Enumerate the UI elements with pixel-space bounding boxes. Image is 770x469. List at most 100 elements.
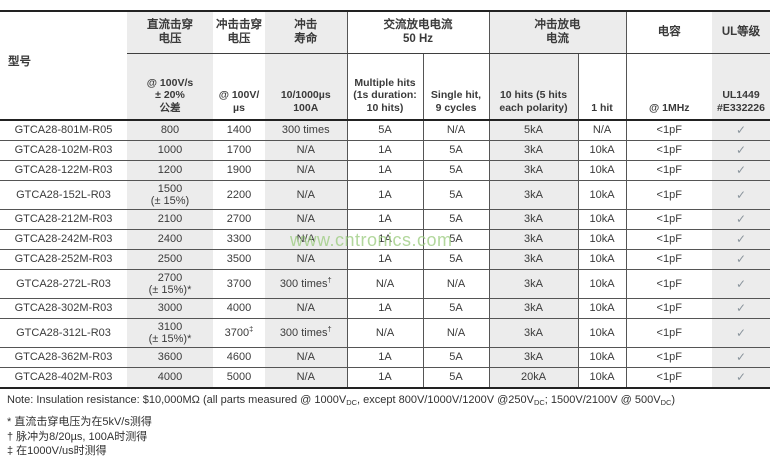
table-cell: 3700 [213, 269, 265, 299]
table-cell: N/A [265, 347, 347, 368]
sub-header: @ 100V/µs [213, 53, 265, 121]
table-cell: N/A [422, 120, 489, 141]
table-cell: 2700 (± 15%)* [127, 269, 213, 299]
table-row: GTCA28-302M-R03 3000 4000 N/A 1A 5A 3kA 10kA <1p… [0, 298, 770, 319]
table-cell: 10kA [577, 298, 626, 319]
table-cell: 5A [422, 140, 489, 161]
note-text: Note: Insulation resistance: $10,000MΩ (… [7, 394, 347, 406]
table-cell: 2500 [127, 249, 213, 270]
footnote-line: ‡ 在1000V/us时测得 [7, 445, 107, 457]
table-cell: <1pF [625, 249, 712, 270]
sub-header: 10/1000µs 100A [265, 53, 347, 121]
table-cell: N/A [265, 140, 347, 161]
model-cell: GTCA28-122M-R03 [0, 160, 127, 181]
table-header: 型号 直流击穿 电压 冲击击穿 电压 冲击 寿命 交流放电电流 50 Hz 冲击放电 电流 电容 UL等… [0, 11, 770, 121]
table-cell: 1A [346, 367, 423, 389]
table-cell: 1A [346, 298, 423, 319]
table-cell: N/A [265, 160, 347, 181]
table-cell: N/A [265, 180, 347, 210]
table-cell: 300 times [265, 120, 347, 141]
note-subscript: DC [660, 398, 672, 407]
model-cell: GTCA28-272L-R03 [0, 269, 127, 299]
table-cell: 1A [346, 347, 423, 368]
table-cell: N/A [422, 269, 489, 299]
table-cell: 300 times† [265, 318, 347, 348]
table-body: GTCA28-801M-R05 800 1400 300 times 5A N/A 5kA N… [0, 120, 770, 389]
sub-header: UL1449 #E332226 [712, 53, 770, 121]
table-cell: 1A [346, 180, 423, 210]
group-header: 冲击 寿命 [265, 11, 347, 54]
table-cell: 5A [422, 298, 489, 319]
table-cell: 10kA [577, 249, 626, 270]
table-cell: 10kA [577, 318, 626, 348]
group-header: 冲击击穿 电压 [213, 11, 265, 54]
table-cell: 1700 [213, 140, 265, 161]
table-cell: <1pF [625, 298, 712, 319]
model-cell: GTCA28-212M-R03 [0, 209, 127, 230]
sub-header: 10 hits (5 hits each polarity) [488, 53, 578, 121]
group-header: UL等级 [712, 11, 770, 54]
table-cell: N/A [577, 120, 626, 141]
table-cell: <1pF [625, 160, 712, 181]
table-cell: 3300 [213, 229, 265, 250]
table-row: GTCA28-242M-R03 2400 3300 N/A 1A 5A 3kA 10kA <1p… [0, 229, 770, 250]
table-cell: 4000 [127, 367, 213, 389]
table-cell: N/A [265, 209, 347, 230]
table-cell: N/A [265, 249, 347, 270]
table-row: GTCA28-252M-R03 2500 3500 N/A 1A 5A 3kA 10kA <1p… [0, 249, 770, 270]
table-cell: 1900 [213, 160, 265, 181]
table-cell: 1A [346, 160, 423, 181]
table-cell: 1A [346, 209, 423, 230]
table-cell: 300 times† [265, 269, 347, 299]
table-cell: 10kA [577, 347, 626, 368]
group-header: 冲击放电 电流 [488, 11, 626, 54]
table-cell: 1500 (± 15%) [127, 180, 213, 210]
table-cell: <1pF [625, 120, 712, 141]
sub-header: @ 1MHz [625, 53, 712, 121]
sub-header: Multiple hits (1s duration: 10 hits) [346, 53, 423, 121]
table-cell: 3kA [488, 318, 578, 348]
table-cell: 1400 [213, 120, 265, 141]
table-cell: 5A [422, 347, 489, 368]
table-cell: 2700 [213, 209, 265, 230]
sub-header: @ 100V/s ± 20% 公差 [127, 53, 213, 121]
ul-check-icon: ✓ [712, 318, 770, 348]
table-cell: 10kA [577, 140, 626, 161]
table-cell: 4000 [213, 298, 265, 319]
group-header: 交流放电电流 50 Hz [346, 11, 489, 54]
ul-check-icon: ✓ [712, 269, 770, 299]
ul-check-icon: ✓ [712, 120, 770, 141]
table-cell: 1A [346, 229, 423, 250]
note-subscript: DC [346, 398, 358, 407]
table-cell: 3kA [488, 249, 578, 270]
table-cell: 5A [422, 209, 489, 230]
table-cell: N/A [265, 298, 347, 319]
table-cell: N/A [346, 269, 423, 299]
table-cell: <1pF [625, 229, 712, 250]
table-cell: 10kA [577, 160, 626, 181]
table-row: GTCA28-801M-R05 800 1400 300 times 5A N/A 5kA N… [0, 120, 770, 141]
table-cell: 1A [346, 140, 423, 161]
table-cell: 5A [346, 120, 423, 141]
ul-check-icon: ✓ [712, 180, 770, 210]
group-header: 电容 [625, 11, 712, 54]
model-cell: GTCA28-102M-R03 [0, 140, 127, 161]
ul-check-icon: ✓ [712, 367, 770, 389]
model-cell: GTCA28-242M-R03 [0, 229, 127, 250]
table-cell: 3kA [488, 180, 578, 210]
table-row: GTCA28-362M-R03 3600 4600 N/A 1A 5A 3kA 10kA <1p… [0, 347, 770, 368]
table-cell: <1pF [625, 318, 712, 348]
model-cell: GTCA28-152L-R03 [0, 180, 127, 210]
table-cell: N/A [265, 367, 347, 389]
table-cell: 20kA [488, 367, 578, 389]
table-cell: <1pF [625, 140, 712, 161]
table-row: GTCA28-102M-R03 1000 1700 N/A 1A 5A 3kA 10kA <1p… [0, 140, 770, 161]
table-cell: 1200 [127, 160, 213, 181]
table-cell: 3kA [488, 160, 578, 181]
table-cell: 1000 [127, 140, 213, 161]
table-cell: 2400 [127, 229, 213, 250]
table-cell: 3500 [213, 249, 265, 270]
table-cell: 3000 [127, 298, 213, 319]
table-cell: <1pF [625, 367, 712, 389]
table-row: GTCA28-212M-R03 2100 2700 N/A 1A 5A 3kA 10kA <1p… [0, 209, 770, 230]
